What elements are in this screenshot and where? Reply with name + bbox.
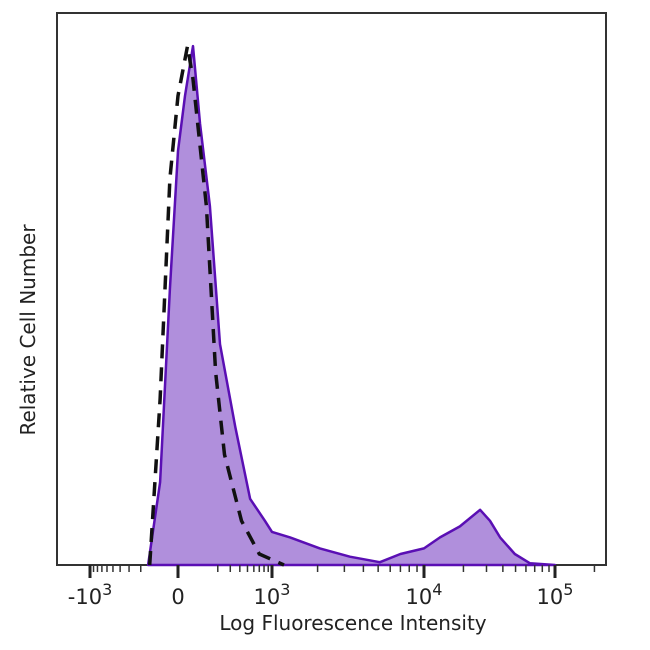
control-histogram-line — [147, 45, 285, 567]
x-axis-label: Log Fluorescence Intensity — [219, 611, 486, 635]
x-tick-label: 0 — [171, 585, 184, 609]
x-tick-label: -103 — [68, 580, 113, 609]
y-axis-label: Relative Cell Number — [16, 224, 40, 436]
x-tick-label: 105 — [537, 580, 574, 609]
stained-histogram-area — [146, 44, 557, 567]
x-tick-label: 104 — [406, 580, 443, 609]
x-tick-label: 103 — [254, 580, 291, 609]
plot-frame — [56, 12, 607, 566]
